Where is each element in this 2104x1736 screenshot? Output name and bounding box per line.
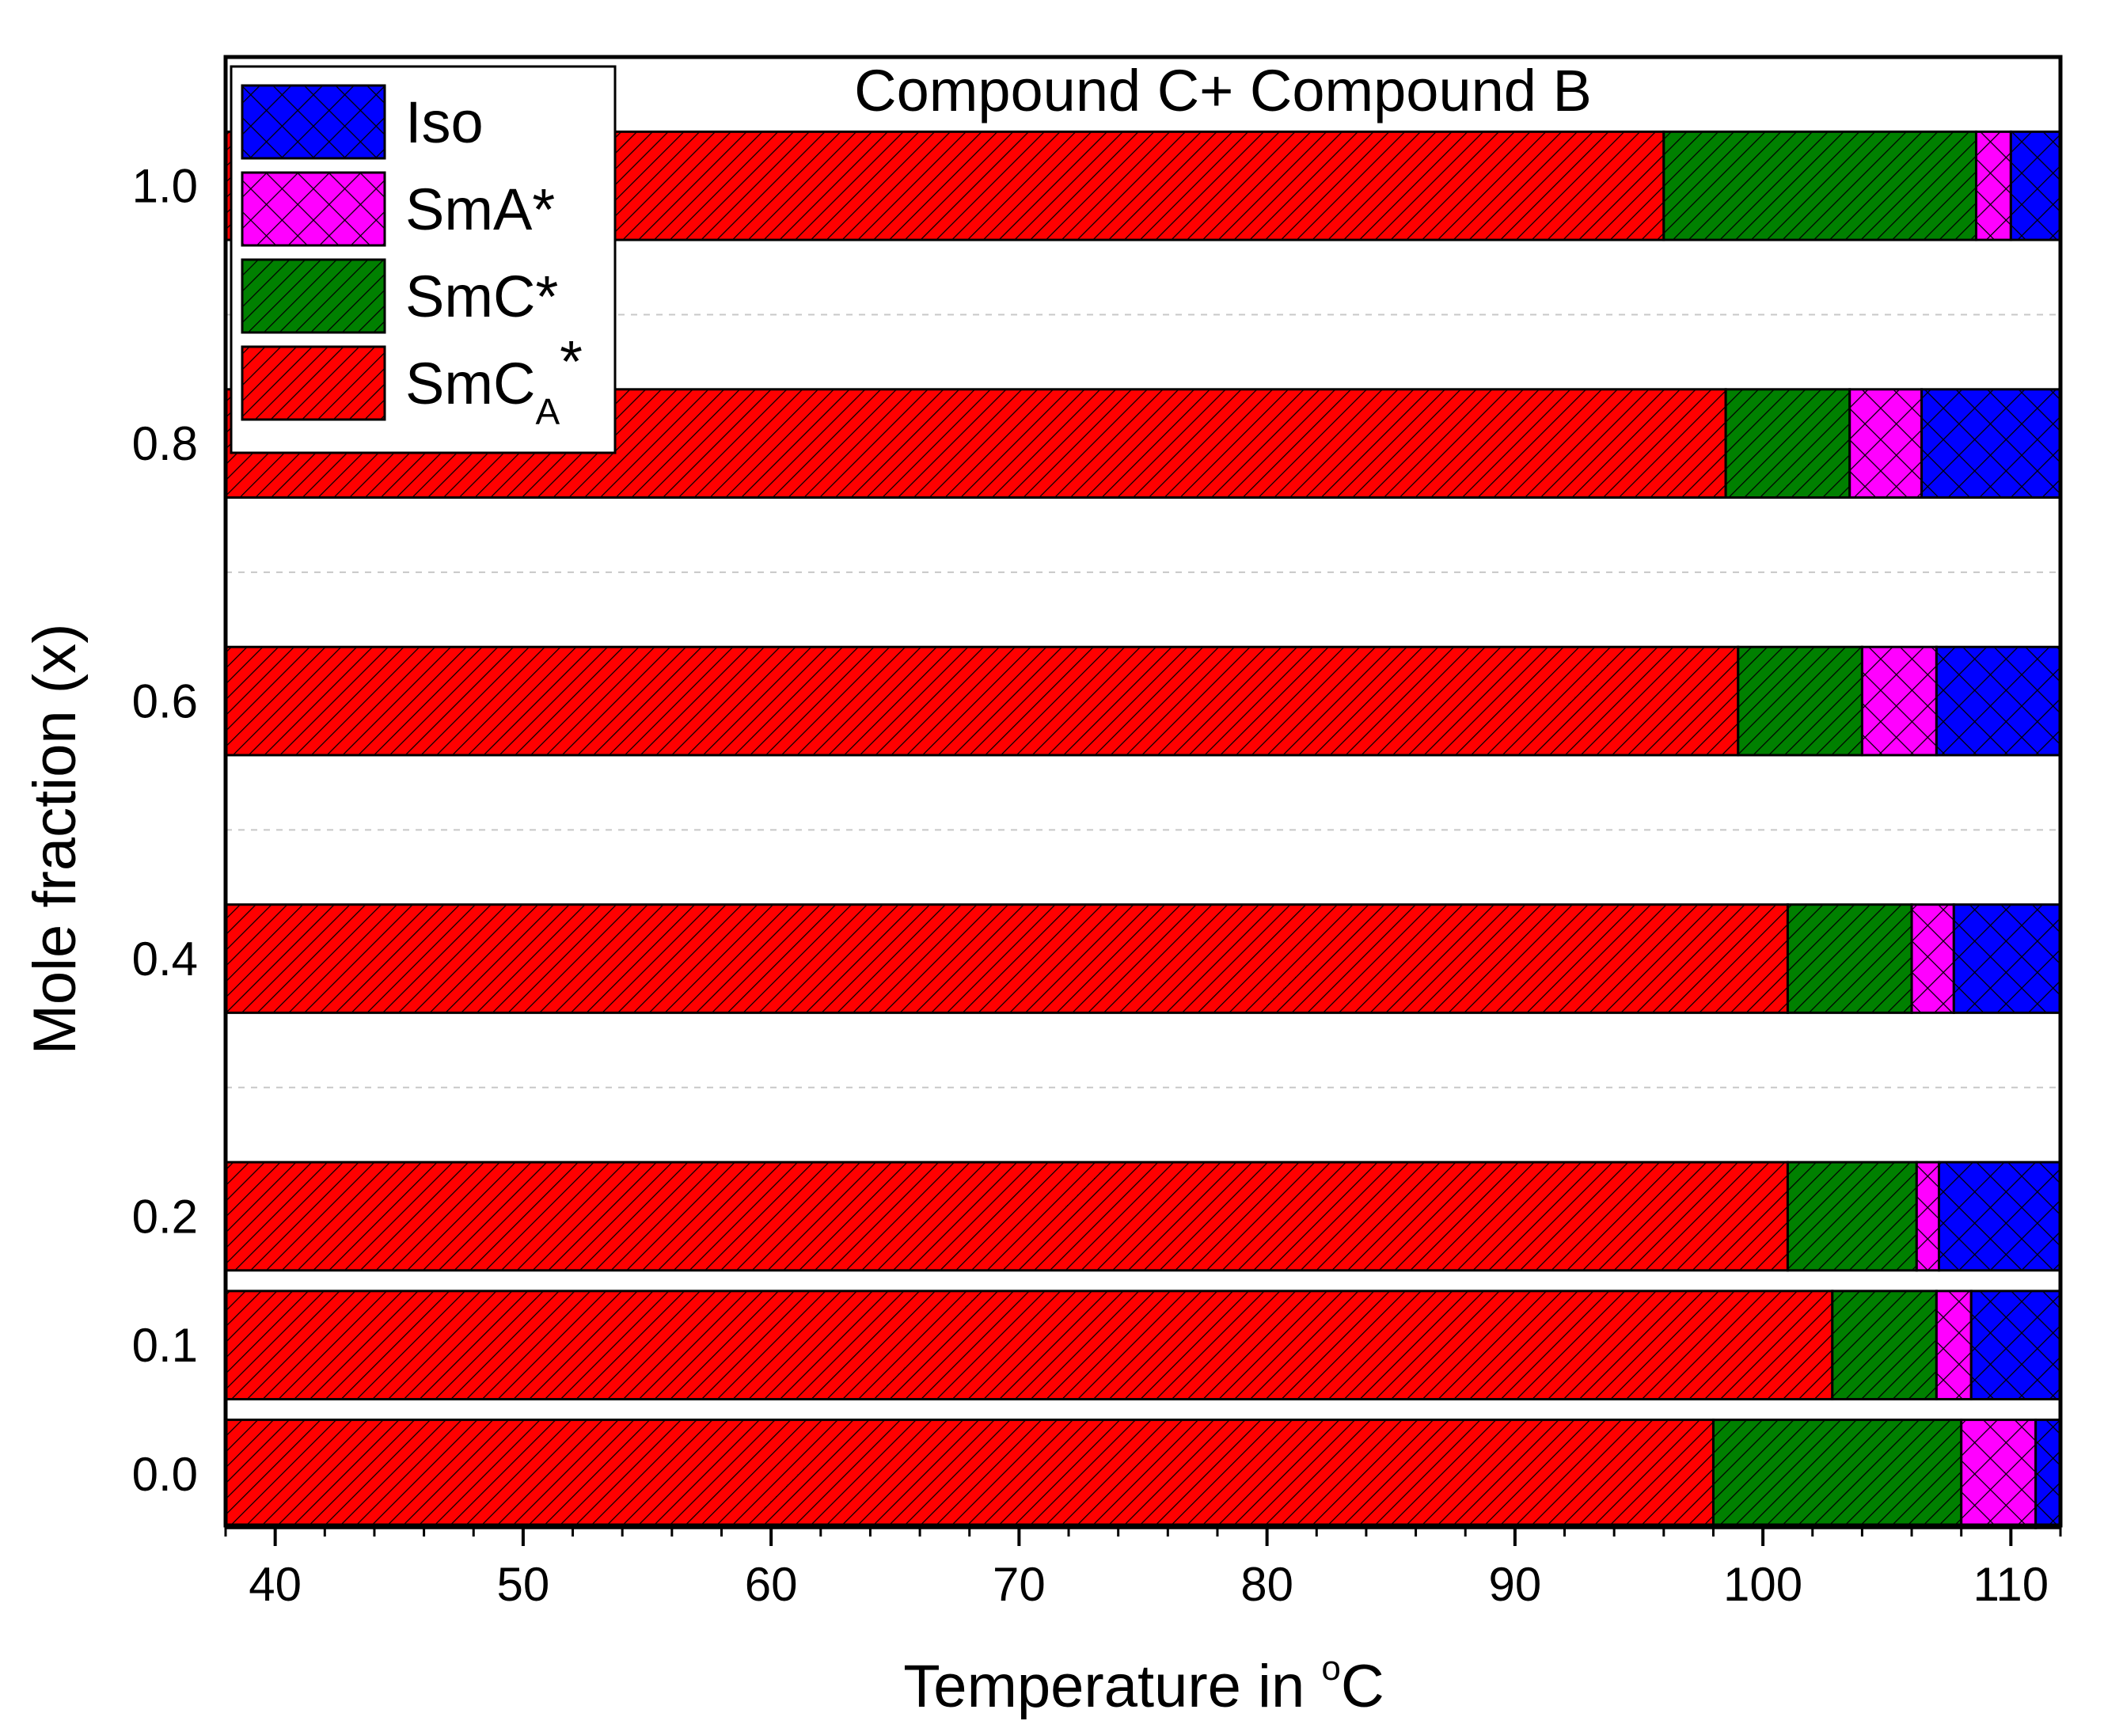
bar-segment-SmA-x0.8 — [1848, 388, 1924, 499]
bar-segment-SmC-x0.8 — [1724, 388, 1851, 499]
bar-segment-Iso-x0.6 — [1935, 645, 2062, 757]
y-tick-label: 0.2 — [132, 1190, 198, 1243]
x-axis-title-unit: C — [1341, 1653, 1384, 1720]
y-tick-label: 1.0 — [132, 160, 198, 213]
legend-label: SmA* — [405, 177, 555, 242]
bar-segment-SmA-x0.1 — [1935, 1290, 1973, 1401]
bar-segment-SmC-x0.6 — [1737, 645, 1863, 757]
x-tick-label: 60 — [745, 1558, 798, 1611]
x-tick-label: 50 — [497, 1558, 550, 1611]
bar-segment-SmC-x1.0 — [1662, 130, 1977, 241]
bar-segment-SmCA-x0.2 — [224, 1160, 1789, 1272]
y-axis-title: Mole fraction (x) — [21, 624, 89, 1055]
y-tick-label: 0.6 — [132, 675, 198, 728]
bar-segment-Iso-x0.4 — [1952, 903, 2062, 1014]
bar-segment-SmC-x0.4 — [1786, 903, 1913, 1014]
bar-segment-Iso-x0.1 — [1969, 1290, 2062, 1401]
y-tick-label: 0.4 — [132, 933, 198, 986]
legend-label: SmC* — [405, 264, 558, 329]
x-tick-label: 70 — [993, 1558, 1046, 1611]
y-tick-label: 0.0 — [132, 1448, 198, 1501]
legend-item-Iso: Iso — [241, 84, 484, 160]
legend-item-SmCA: SmCA* — [241, 329, 583, 432]
x-tick-label: 90 — [1488, 1558, 1541, 1611]
y-tick-label: 0.8 — [132, 417, 198, 470]
x-tick-label: 110 — [1973, 1558, 2049, 1611]
x-axis-title: Temperature in oC — [903, 1649, 1384, 1720]
bar-segment-SmC-x0.1 — [1831, 1290, 1938, 1401]
bar-segment-Iso-x1.0 — [2009, 130, 2062, 241]
x-tick-label: 100 — [1723, 1558, 1802, 1611]
bar-segment-Iso-x0.8 — [1920, 388, 2062, 499]
x-tick-label: 40 — [249, 1558, 302, 1611]
x-tick-label: 80 — [1240, 1558, 1293, 1611]
legend: Iso SmA* SmC*SmCA* — [230, 65, 617, 454]
bar-segment-SmCA-x0.1 — [224, 1290, 1834, 1401]
bar-segment-SmCA-x0.4 — [224, 903, 1789, 1014]
bar-segment-SmA-x0.6 — [1860, 645, 1938, 757]
bar-segment-SmA-x0.2 — [1915, 1160, 1941, 1272]
bar-segment-Iso-x0.2 — [1938, 1160, 2062, 1272]
bar-segment-SmC-x0.2 — [1786, 1160, 1918, 1272]
bar-segment-SmC-x0.0 — [1711, 1419, 1963, 1529]
chart-title: Compound C+ Compound B — [854, 58, 1592, 123]
x-axis-title-sup: o — [1321, 1649, 1340, 1688]
bar-segment-SmCA-x0.6 — [224, 645, 1740, 757]
bar-segment-SmA-x1.0 — [1974, 130, 2012, 241]
plot-frame — [223, 55, 2063, 1528]
x-axis-title-main: Temperature in — [903, 1653, 1321, 1720]
legend-label: Iso — [405, 89, 484, 155]
bar-segment-SmCA-x0.0 — [224, 1419, 1715, 1529]
bar-segment-SmA-x0.4 — [1910, 903, 1955, 1014]
legend-item-SmC: SmC* — [241, 258, 558, 334]
bar-segment-Iso-x0.0 — [2034, 1419, 2062, 1529]
y-tick-label: 0.1 — [132, 1319, 198, 1372]
legend-item-SmA: SmA* — [241, 171, 555, 247]
bar-segment-SmA-x0.0 — [1960, 1419, 2038, 1529]
legend-label: SmCA* — [405, 329, 583, 432]
